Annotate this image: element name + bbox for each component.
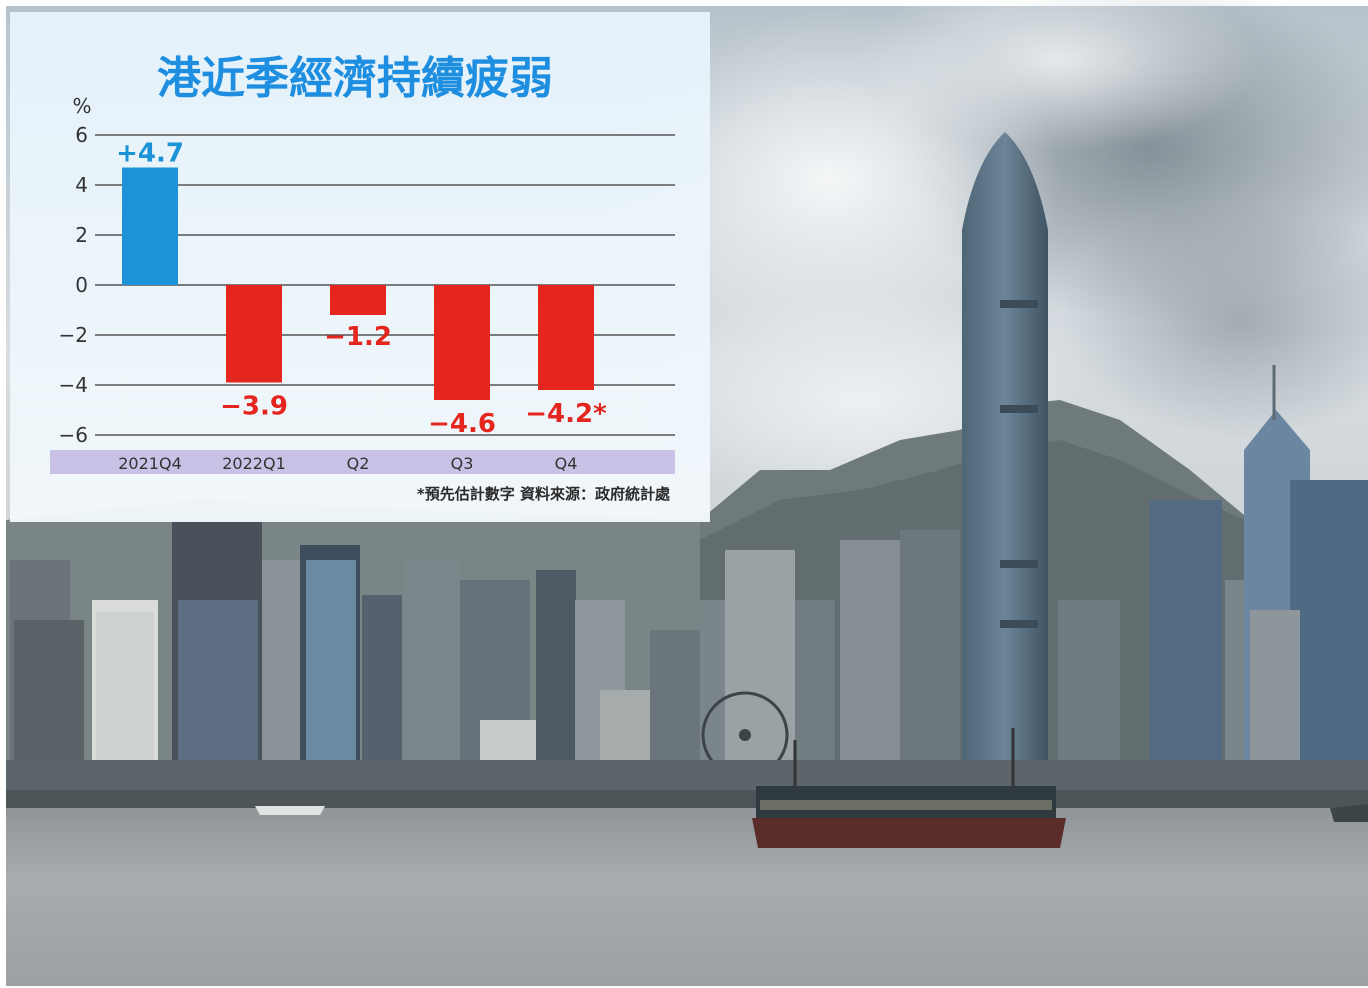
x-tick-label: Q4 [555, 454, 578, 473]
y-tick-label: 2 [75, 223, 88, 247]
bar-2022Q1 [226, 285, 282, 383]
bar-Q4 [538, 285, 594, 390]
y-tick-label: 6 [75, 123, 88, 147]
chart-panel: 港近季經濟持續疲弱 % 6 4 2 0 −2 −4 −6 2021Q4 2022Q1 Q2 Q3 Q… [10, 12, 710, 522]
x-tick-label: 2022Q1 [222, 454, 286, 473]
value-label: −3.9 [220, 392, 288, 422]
value-label: −4.2* [525, 399, 607, 429]
value-label: +4.7 [116, 139, 184, 169]
x-tick-label: Q3 [451, 454, 474, 473]
bar-2021Q4 [122, 167, 178, 285]
bar-Q2 [330, 285, 386, 315]
y-tick-labels: 6 4 2 0 −2 −4 −6 [59, 123, 88, 447]
y-tick-label: 4 [75, 173, 88, 197]
y-axis-unit-label: % [72, 94, 91, 118]
y-tick-label: −4 [59, 373, 88, 397]
value-label: −4.6 [428, 409, 496, 439]
value-label: −1.2 [324, 322, 392, 352]
chart-footnote: *預先估計數字 資料來源：政府統計處 [417, 485, 671, 503]
x-tick-label: Q2 [347, 454, 370, 473]
bars [122, 167, 594, 400]
y-tick-label: 0 [75, 273, 88, 297]
value-labels: +4.7 −3.9 −1.2 −4.6 −4.2* [116, 139, 607, 440]
chart-title: 港近季經濟持續疲弱 [157, 53, 553, 104]
x-tick-label: 2021Q4 [118, 454, 182, 473]
y-tick-label: −2 [59, 323, 88, 347]
y-tick-label: −6 [59, 423, 88, 447]
category-axis-band [50, 450, 675, 474]
x-tick-labels: 2021Q4 2022Q1 Q2 Q3 Q4 [118, 454, 577, 473]
bar-Q3 [434, 285, 490, 400]
